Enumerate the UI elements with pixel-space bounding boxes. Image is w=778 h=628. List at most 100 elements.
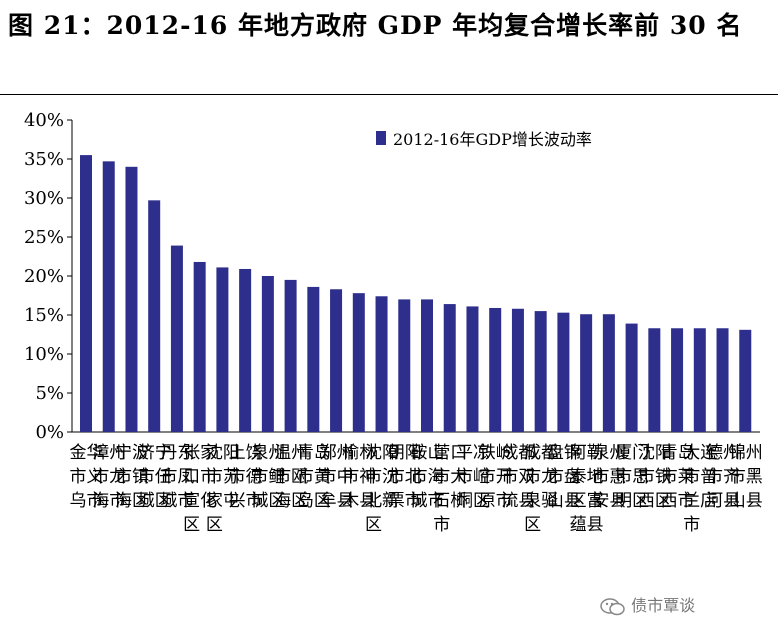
category-char: 盘 [564, 467, 581, 487]
category-char: 乌 [70, 491, 87, 511]
y-tick-label: 0% [35, 422, 64, 443]
category-char: 城 [411, 491, 428, 511]
category-char: 沈 [382, 467, 399, 487]
category-char: 州 [723, 443, 740, 463]
category-char: 牟 [320, 491, 337, 511]
category-label: 金华市 义乌市 [70, 443, 104, 511]
category-char: 区 [655, 491, 672, 511]
category-char: 漳 [92, 443, 109, 463]
bar [148, 200, 161, 432]
category-char: 都 [518, 443, 535, 463]
category-label: 上饶市 德兴市 [229, 443, 263, 511]
category-char: 市 [524, 467, 541, 487]
bar [80, 155, 92, 432]
category-label: 沈阳市 苏家 屯区 [206, 443, 240, 535]
bar [170, 245, 183, 432]
category-label: 青岛市 黄岛区 [297, 443, 331, 511]
bar [352, 293, 365, 432]
category-char: 县 [337, 491, 354, 511]
bar [716, 328, 729, 432]
chart-bars [80, 155, 752, 433]
category-char: 市 [661, 467, 678, 487]
category-char: 市 [388, 467, 405, 487]
category-char: 州 [291, 443, 308, 463]
category-char: 莱 [678, 467, 695, 487]
category-label: 厦门市 思明区 [615, 443, 649, 511]
bar [580, 314, 593, 432]
category-char: 县 [587, 515, 604, 535]
category-char: 市 [501, 467, 518, 487]
y-tick-label: 25% [24, 227, 64, 248]
category-char: 蕴 [570, 515, 587, 535]
category-label: 成都市 双流县 [501, 443, 535, 511]
category-char: 市 [547, 467, 564, 487]
category-char: 中 [337, 467, 354, 487]
category-char: 岭 [496, 443, 513, 463]
category-char: 城 [160, 491, 177, 511]
category-char: 大 [450, 467, 467, 487]
bar [511, 308, 524, 432]
bar [375, 296, 388, 432]
category-char: 凉 [473, 443, 490, 463]
category-char: 州 [609, 443, 626, 463]
category-label: 铁岭市 开原市 [479, 443, 513, 511]
category-char: 朝 [388, 443, 405, 463]
category-char: 岛 [314, 443, 331, 463]
category-char: 济 [138, 443, 155, 463]
category-label: 沈阳市 沈北 新区 [365, 443, 399, 535]
category-char: 宁 [115, 443, 132, 463]
category-char: 兰 [683, 491, 700, 511]
category-char: 市 [246, 491, 263, 511]
category-char: 北 [405, 467, 422, 487]
y-tick-label: 30% [24, 188, 64, 209]
category-char: 泉 [251, 443, 268, 463]
category-char: 店 [700, 491, 717, 511]
category-char: 铁 [479, 443, 496, 463]
category-char: 区 [132, 491, 149, 511]
category-char: 榆 [342, 443, 359, 463]
category-char: 思 [632, 467, 649, 487]
category-char: 沈 [638, 443, 655, 463]
category-char: 盘 [547, 443, 564, 463]
category-char: 华 [87, 443, 104, 463]
category-char: 泉 [592, 443, 609, 463]
category-label: 青岛市 莱西市 [661, 443, 695, 511]
category-char: 阳 [405, 443, 422, 463]
category-char: 崆 [473, 467, 490, 487]
category-char: 义 [87, 467, 104, 487]
category-char: 市 [297, 467, 314, 487]
category-char: 温 [274, 443, 291, 463]
bar [284, 279, 297, 432]
bar [307, 286, 320, 432]
category-label: 沈阳市 铁西区 [638, 443, 672, 511]
title-divider [0, 94, 778, 95]
category-char: 双 [518, 467, 535, 487]
category-char: 市 [615, 467, 632, 487]
category-char: 新 [382, 491, 399, 511]
category-char: 沈 [365, 443, 382, 463]
category-char: 林 [359, 443, 376, 463]
category-char: 市 [70, 467, 87, 487]
category-char: 城 [138, 491, 155, 511]
category-char: 市 [411, 467, 428, 487]
category-char: 沈 [206, 443, 223, 463]
category-char: 波 [132, 443, 149, 463]
category-char: 市 [115, 467, 132, 487]
category-char: 市 [138, 467, 155, 487]
category-label: 泉州市 鲤城区 [251, 443, 285, 511]
category-char: 上 [229, 443, 246, 463]
category-label: 成都市 龙泉 驿区 [524, 443, 558, 535]
category-char: 市 [160, 467, 177, 487]
category-char: 铁 [655, 467, 672, 487]
y-tick-label: 10% [24, 344, 64, 365]
category-char: 平 [456, 443, 473, 463]
category-char: 海 [92, 491, 109, 511]
y-tick-label: 5% [35, 383, 64, 404]
category-label: 朝阳市 北票市 [388, 443, 422, 511]
category-char: 区 [570, 491, 587, 511]
category-char: 市 [683, 515, 700, 535]
category-label: 济宁市 任城区 [138, 443, 172, 511]
bar [398, 299, 411, 432]
category-label: 漳州市 龙海市 [92, 443, 126, 511]
